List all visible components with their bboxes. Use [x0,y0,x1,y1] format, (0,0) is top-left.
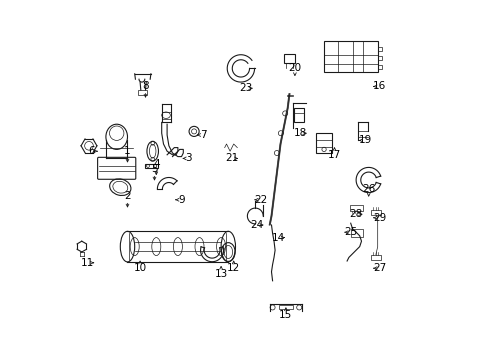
Text: 12: 12 [226,263,240,273]
Bar [145,164,158,168]
Bar [377,65,381,69]
Text: 5: 5 [151,164,158,174]
Bar [377,47,381,51]
Text: 22: 22 [254,195,267,205]
Text: 7: 7 [200,130,206,140]
Text: 10: 10 [133,263,146,273]
Text: 23: 23 [239,83,252,93]
Text: 26: 26 [361,184,375,194]
Bar [293,108,303,122]
Text: 11: 11 [81,258,94,268]
Bar [349,205,362,211]
Text: 9: 9 [178,195,184,205]
Text: 6: 6 [88,146,95,156]
Bar [350,229,363,237]
Text: 8: 8 [142,81,148,91]
Bar [278,305,292,309]
Bar [138,90,147,95]
Bar [370,255,381,260]
Text: 28: 28 [349,209,362,219]
Text: 1: 1 [124,146,131,156]
Text: 25: 25 [344,227,357,237]
Text: 4: 4 [153,159,159,169]
Bar [316,133,331,153]
Text: 14: 14 [271,233,285,243]
Text: 15: 15 [279,310,292,320]
Text: 16: 16 [372,81,386,91]
Text: 17: 17 [327,150,341,160]
Text: 27: 27 [372,263,386,273]
Text: 20: 20 [288,63,301,73]
Bar [377,56,381,60]
Text: 18: 18 [293,128,306,138]
Text: 29: 29 [372,213,386,223]
Text: 2: 2 [124,191,131,201]
Bar [284,54,294,63]
Bar [323,41,377,72]
Text: 21: 21 [225,153,238,163]
Text: 13: 13 [214,269,227,279]
Text: 3: 3 [185,153,192,163]
Text: 24: 24 [250,220,263,230]
Bar [370,210,381,215]
Text: 19: 19 [358,135,371,145]
